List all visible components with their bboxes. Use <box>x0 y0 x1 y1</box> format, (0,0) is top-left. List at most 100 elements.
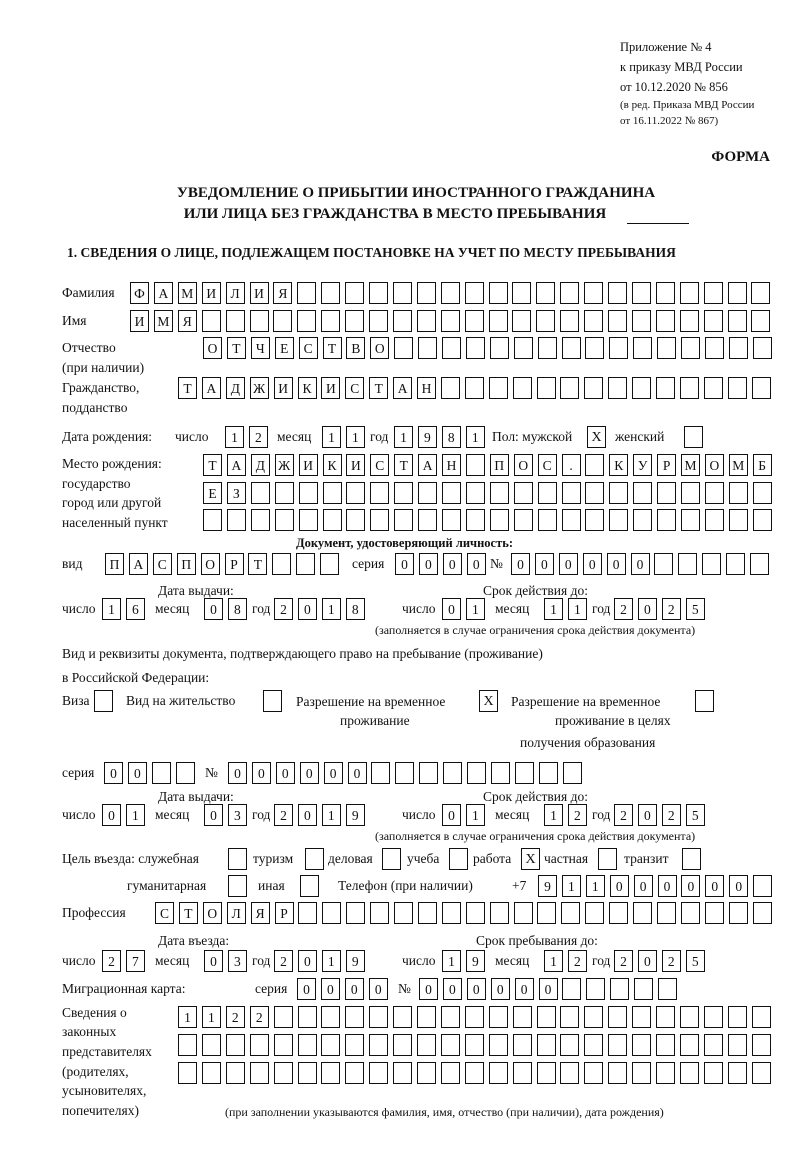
char-cell[interactable] <box>370 509 390 531</box>
char-cell[interactable] <box>297 1006 317 1028</box>
char-cell[interactable]: 1 <box>321 950 341 972</box>
char-cell[interactable]: Я <box>250 902 270 924</box>
char-cell[interactable] <box>679 310 699 332</box>
char-cell[interactable] <box>632 1062 652 1084</box>
char-cell[interactable] <box>369 282 388 304</box>
char-cell[interactable] <box>658 978 677 1000</box>
char-cell[interactable] <box>225 310 245 332</box>
char-cell[interactable]: 0 <box>418 553 438 575</box>
char-cell[interactable] <box>443 762 463 784</box>
char-cell[interactable] <box>681 509 700 531</box>
char-cell[interactable]: О <box>370 337 390 359</box>
char-cell[interactable] <box>610 978 630 1000</box>
char-cell[interactable] <box>584 1062 604 1084</box>
char-cell[interactable] <box>703 377 723 399</box>
char-cell[interactable] <box>273 1062 293 1084</box>
char-cell[interactable] <box>513 509 533 531</box>
char-cell[interactable] <box>297 310 317 332</box>
char-cell[interactable] <box>560 1034 580 1056</box>
char-cell[interactable] <box>702 553 722 575</box>
char-cell[interactable] <box>609 902 629 924</box>
char-cell[interactable] <box>369 1062 389 1084</box>
char-cell[interactable]: 2 <box>567 804 587 826</box>
char-cell[interactable] <box>369 1006 389 1028</box>
char-cell[interactable] <box>560 282 580 304</box>
char-cell[interactable] <box>752 902 772 924</box>
char-cell[interactable]: С <box>370 454 390 476</box>
char-cell[interactable] <box>321 282 341 304</box>
char-cell[interactable] <box>633 509 653 531</box>
visa-checkbox[interactable] <box>94 690 113 712</box>
char-cell[interactable] <box>704 509 724 531</box>
char-cell[interactable] <box>321 1034 341 1056</box>
char-cell[interactable]: 0 <box>323 762 343 784</box>
char-cell[interactable]: 1 <box>102 598 121 620</box>
char-cell[interactable]: 0 <box>466 553 486 575</box>
char-cell[interactable] <box>489 902 509 924</box>
char-cell[interactable] <box>417 1062 436 1084</box>
char-cell[interactable] <box>656 1034 675 1056</box>
char-cell[interactable] <box>537 337 557 359</box>
char-cell[interactable] <box>440 1062 460 1084</box>
char-cell[interactable]: О <box>704 454 724 476</box>
char-cell[interactable] <box>752 509 772 531</box>
char-cell[interactable] <box>419 762 439 784</box>
char-cell[interactable]: 8 <box>227 598 247 620</box>
char-cell[interactable]: И <box>298 454 318 476</box>
char-cell[interactable] <box>345 310 365 332</box>
char-cell[interactable]: О <box>202 902 222 924</box>
char-cell[interactable]: 1 <box>322 426 341 448</box>
char-cell[interactable]: 0 <box>490 978 510 1000</box>
char-cell[interactable] <box>584 282 604 304</box>
char-cell[interactable]: 0 <box>204 804 223 826</box>
char-cell[interactable] <box>634 978 654 1000</box>
char-cell[interactable]: 9 <box>465 950 485 972</box>
char-cell[interactable] <box>345 282 365 304</box>
char-cell[interactable]: Т <box>322 337 342 359</box>
char-cell[interactable]: 0 <box>442 804 461 826</box>
char-cell[interactable] <box>440 1034 460 1056</box>
char-cell[interactable] <box>297 282 317 304</box>
char-cell[interactable] <box>201 1034 221 1056</box>
char-cell[interactable]: 9 <box>417 426 437 448</box>
char-cell[interactable]: П <box>105 553 124 575</box>
char-cell[interactable] <box>752 337 772 359</box>
char-cell[interactable] <box>513 902 533 924</box>
char-cell[interactable]: Ж <box>249 377 269 399</box>
char-cell[interactable]: П <box>489 454 509 476</box>
char-cell[interactable] <box>560 1062 580 1084</box>
char-cell[interactable]: 0 <box>102 804 121 826</box>
char-cell[interactable] <box>250 509 270 531</box>
char-cell[interactable]: М <box>177 282 197 304</box>
char-cell[interactable]: 5 <box>685 950 705 972</box>
char-cell[interactable]: 0 <box>297 804 317 826</box>
char-cell[interactable] <box>657 509 677 531</box>
char-cell[interactable]: 0 <box>637 598 657 620</box>
temp-residence-checkbox[interactable]: X <box>479 690 498 712</box>
char-cell[interactable]: 5 <box>685 598 705 620</box>
char-cell[interactable]: Р <box>657 454 677 476</box>
char-cell[interactable] <box>250 482 270 504</box>
char-cell[interactable] <box>727 282 747 304</box>
char-cell[interactable] <box>512 377 532 399</box>
char-cell[interactable] <box>608 282 627 304</box>
char-cell[interactable] <box>584 1006 604 1028</box>
char-cell[interactable] <box>225 1034 245 1056</box>
char-cell[interactable] <box>655 282 675 304</box>
char-cell[interactable]: 2 <box>661 598 681 620</box>
char-cell[interactable] <box>609 509 629 531</box>
char-cell[interactable] <box>465 454 485 476</box>
char-cell[interactable] <box>151 762 171 784</box>
char-cell[interactable]: К <box>297 377 317 399</box>
char-cell[interactable]: 9 <box>345 950 365 972</box>
char-cell[interactable]: Е <box>203 482 222 504</box>
char-cell[interactable]: 1 <box>125 804 145 826</box>
char-cell[interactable]: И <box>321 377 341 399</box>
char-cell[interactable] <box>513 482 533 504</box>
char-cell[interactable] <box>753 875 773 897</box>
char-cell[interactable] <box>201 1062 221 1084</box>
char-cell[interactable]: И <box>346 454 366 476</box>
char-cell[interactable] <box>440 377 460 399</box>
char-cell[interactable] <box>416 310 436 332</box>
purpose-service-checkbox[interactable] <box>228 848 247 870</box>
